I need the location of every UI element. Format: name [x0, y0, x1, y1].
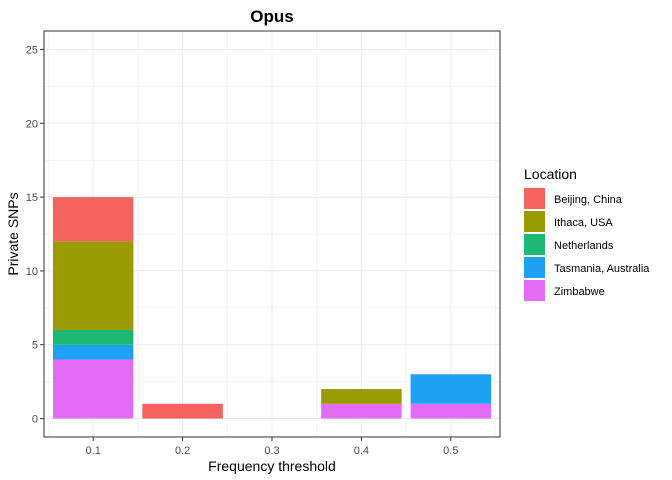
y-tick-label: 5	[32, 340, 38, 352]
legend-key	[524, 280, 545, 301]
chart-title: Opus	[250, 7, 293, 26]
legend-key	[524, 234, 545, 255]
legend-key	[524, 211, 545, 232]
x-tick-label: 0.2	[175, 445, 190, 457]
legend: Beijing, China Ithaca, USA Netherlands Tasm…	[524, 188, 650, 301]
legend-label: Ithaca, USA	[554, 217, 613, 229]
x-tick-label: 0.3	[264, 445, 279, 457]
bar-segment	[52, 197, 134, 242]
y-tick-label: 0	[32, 414, 38, 426]
bar-segment	[52, 241, 134, 330]
bar-segment	[321, 389, 402, 404]
y-tick-label: 15	[26, 192, 38, 204]
legend-label: Tasmania, Australia	[554, 263, 650, 275]
y-tick-label: 10	[26, 266, 38, 278]
y-axis-title: Private SNPs	[5, 192, 21, 275]
y-axis-ticks: 0 5 10 15 20 25	[26, 44, 44, 426]
x-tick-label: 0.1	[86, 445, 101, 457]
legend-label: Beijing, China	[554, 194, 623, 206]
bar-segment	[52, 344, 134, 360]
x-axis-ticks: 0.1 0.2 0.3 0.4 0.5	[86, 437, 458, 457]
bar-segment	[52, 329, 134, 345]
legend-key	[524, 188, 545, 209]
legend-title: Location	[524, 166, 577, 182]
x-tick-label: 0.5	[443, 445, 458, 457]
bar-segment	[410, 374, 492, 404]
bar-segment	[142, 403, 223, 419]
bars	[52, 197, 492, 419]
legend-label: Zimbabwe	[554, 286, 605, 298]
bar-segment	[52, 359, 134, 419]
y-tick-label: 25	[26, 44, 38, 56]
x-tick-label: 0.4	[354, 445, 369, 457]
legend-label: Netherlands	[554, 240, 614, 252]
x-axis-title: Frequency threshold	[208, 458, 336, 474]
bar-segment	[410, 403, 492, 419]
legend-key	[524, 257, 545, 278]
y-tick-label: 20	[26, 118, 38, 130]
bar-segment	[321, 403, 402, 419]
